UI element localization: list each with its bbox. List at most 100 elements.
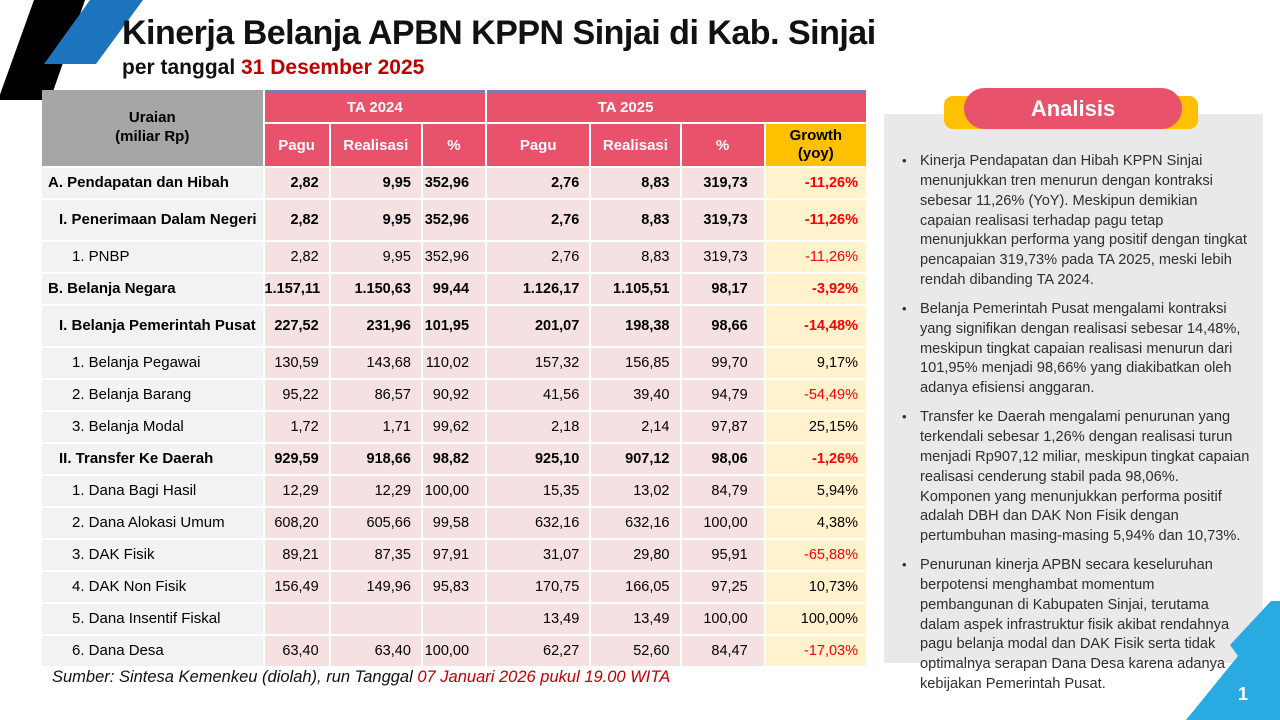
value-cell: 9,95 — [330, 200, 421, 240]
value-cell — [330, 604, 421, 634]
value-cell: 156,85 — [591, 348, 680, 378]
value-cell: 632,16 — [591, 508, 680, 538]
row-label-cell: II. Transfer Ke Daerah — [42, 444, 263, 474]
value-cell: 98,17 — [681, 274, 764, 304]
table-row: 2. Dana Alokasi Umum 608,20 605,66 99,58 632… — [42, 508, 866, 538]
analysis-header-pill: Analisis — [964, 88, 1182, 129]
growth-cell: 100,00% — [765, 604, 866, 634]
value-cell: 89,21 — [264, 540, 329, 570]
growth-cell: -3,92% — [765, 274, 866, 304]
value-cell: 929,59 — [264, 444, 329, 474]
row-label-cell: 6. Dana Desa — [42, 636, 263, 666]
value-cell: 97,87 — [681, 412, 764, 442]
growth-cell: -11,26% — [765, 168, 866, 198]
value-cell: 99,70 — [681, 348, 764, 378]
value-cell: 94,79 — [681, 380, 764, 410]
value-cell: 97,25 — [681, 572, 764, 602]
value-cell: 2,76 — [487, 168, 590, 198]
value-cell: 149,96 — [330, 572, 421, 602]
growth-cell: -14,48% — [765, 306, 866, 346]
value-cell: 2,82 — [264, 200, 329, 240]
black-stripe-shape — [0, 0, 85, 100]
row-label-cell: I. Penerimaan Dalam Negeri — [42, 200, 263, 240]
table-body: A. Pendapatan dan Hibah 2,82 9,95 352,96 2,7… — [42, 168, 866, 666]
value-cell: 62,27 — [487, 636, 590, 666]
value-cell: 13,02 — [591, 476, 680, 506]
table-header-row-years: Uraian (miliar Rp) TA 2024 TA 2025 — [42, 90, 866, 166]
value-cell: 52,60 — [591, 636, 680, 666]
growth-cell: -11,26% — [765, 242, 866, 272]
bullet-marker: • — [902, 300, 907, 316]
slide-header: Kinerja Belanja APBN KPPN Sinjai di Kab.… — [122, 14, 882, 80]
table-row: II. Transfer Ke Daerah 929,59 918,66 98,82 9… — [42, 444, 866, 474]
value-cell: 130,59 — [264, 348, 329, 378]
header-pagu-2024: Pagu — [264, 124, 329, 166]
year-header-2025: TA 2025 — [487, 90, 866, 122]
page-number: 1 — [1237, 684, 1248, 704]
value-cell: 87,35 — [330, 540, 421, 570]
value-cell: 98,06 — [681, 444, 764, 474]
value-cell: 100,00 — [422, 636, 486, 666]
value-cell: 95,83 — [422, 572, 486, 602]
analysis-bullet: • Penurunan kinerja APBN secara keseluruh… — [898, 556, 1254, 695]
value-cell: 13,49 — [591, 604, 680, 634]
value-cell: 98,66 — [681, 306, 764, 346]
growth-cell: 4,38% — [765, 508, 866, 538]
table-row: 1. Dana Bagi Hasil 12,29 12,29 100,00 15,35 1… — [42, 476, 866, 506]
page-title: Kinerja Belanja APBN KPPN Sinjai di Kab.… — [122, 14, 876, 52]
budget-table: Uraian (miliar Rp) TA 2024 TA 2025 Pagu … — [40, 88, 868, 668]
value-cell: 907,12 — [591, 444, 680, 474]
corner-header-cell: Uraian (miliar Rp) — [42, 90, 263, 166]
row-label-cell: I. Belanja Pemerintah Pusat — [42, 306, 263, 346]
header-growth: Growth (yoy) — [765, 124, 866, 166]
value-cell: 9,95 — [330, 242, 421, 272]
blue-stripe-shape — [44, 0, 143, 64]
table-row: 6. Dana Desa 63,40 63,40 100,00 62,27 52,60 84… — [42, 636, 866, 666]
value-cell: 925,10 — [487, 444, 590, 474]
value-cell: 319,73 — [681, 168, 764, 198]
table-row: I. Penerimaan Dalam Negeri 2,82 9,95 352,96… — [42, 200, 866, 240]
value-cell: 39,40 — [591, 380, 680, 410]
value-cell: 2,18 — [487, 412, 590, 442]
row-label-cell: 1. Belanja Pegawai — [42, 348, 263, 378]
value-cell: 2,76 — [487, 242, 590, 272]
row-label-cell: A. Pendapatan dan Hibah — [42, 168, 263, 198]
bullet-text: Penurunan kinerja APBN secara keseluruha… — [920, 557, 1230, 693]
value-cell: 231,96 — [330, 306, 421, 346]
value-cell: 98,82 — [422, 444, 486, 474]
value-cell: 1,71 — [330, 412, 421, 442]
value-cell: 198,38 — [591, 306, 680, 346]
value-cell: 84,47 — [681, 636, 764, 666]
value-cell: 31,07 — [487, 540, 590, 570]
value-cell: 99,62 — [422, 412, 486, 442]
value-cell: 8,83 — [591, 168, 680, 198]
value-cell: 1.157,11 — [264, 274, 329, 304]
value-cell — [264, 604, 329, 634]
value-cell: 95,91 — [681, 540, 764, 570]
value-cell: 15,35 — [487, 476, 590, 506]
footer-run-date: 07 Januari 2026 pukul 19.00 WITA — [417, 668, 671, 686]
value-cell: 2,76 — [487, 200, 590, 240]
header-pct-2025: % — [681, 124, 764, 166]
value-cell: 1.150,63 — [330, 274, 421, 304]
bullet-text: Belanja Pemerintah Pusat mengalami kontr… — [920, 300, 1241, 397]
table-row: 4. DAK Non Fisik 156,49 149,96 95,83 170,75 1… — [42, 572, 866, 602]
growth-cell: 9,17% — [765, 348, 866, 378]
value-cell: 2,82 — [264, 168, 329, 198]
bullet-text: Transfer ke Daerah mengalami penurunan y… — [920, 409, 1250, 545]
footer-source: Sumber: Sintesa Kemenkeu (diolah), run T… — [52, 668, 670, 687]
row-label-cell: 2. Belanja Barang — [42, 380, 263, 410]
value-cell: 90,92 — [422, 380, 486, 410]
value-cell: 99,44 — [422, 274, 486, 304]
page-subtitle: per tanggal 31 Desember 2025 — [122, 56, 882, 80]
value-cell: 918,66 — [330, 444, 421, 474]
growth-cell: -54,49% — [765, 380, 866, 410]
value-cell: 100,00 — [422, 476, 486, 506]
value-cell: 2,82 — [264, 242, 329, 272]
table-row: 3. Belanja Modal 1,72 1,71 99,62 2,18 2,14 97,… — [42, 412, 866, 442]
value-cell: 99,58 — [422, 508, 486, 538]
row-label-cell: 4. DAK Non Fisik — [42, 572, 263, 602]
growth-header-line1: Growth — [789, 127, 843, 144]
value-cell: 12,29 — [330, 476, 421, 506]
